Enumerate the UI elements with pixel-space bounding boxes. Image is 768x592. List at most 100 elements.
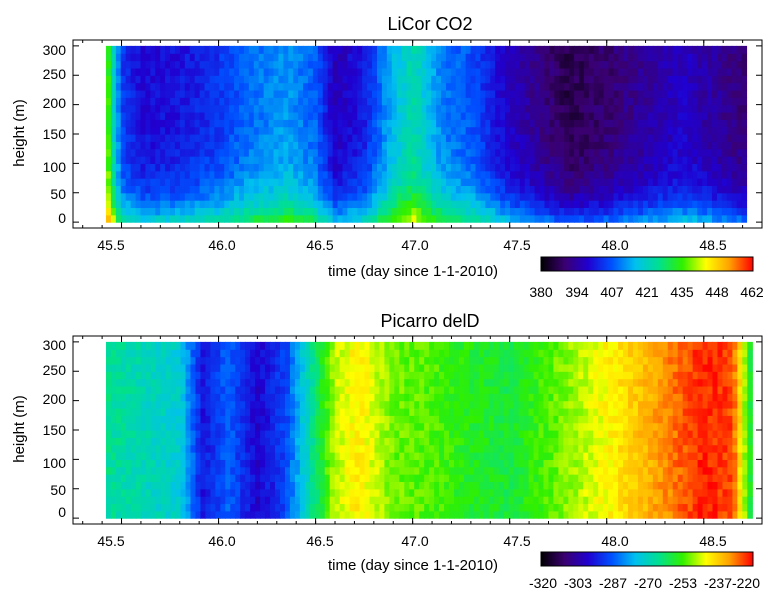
heatmap-cell bbox=[450, 148, 457, 157]
heatmap-cell bbox=[544, 163, 551, 172]
heatmap-cell bbox=[314, 466, 321, 475]
heatmap-cell bbox=[110, 97, 117, 106]
heatmap-cell bbox=[483, 415, 490, 424]
heatmap-cell bbox=[180, 341, 187, 350]
heatmap-cell bbox=[120, 214, 127, 223]
heatmap-cell bbox=[707, 60, 713, 69]
heatmap-cell bbox=[180, 437, 187, 446]
heatmap-cell bbox=[662, 111, 669, 120]
heatmap-cell bbox=[409, 488, 415, 497]
heatmap-cell bbox=[564, 141, 570, 150]
heatmap-cell bbox=[419, 378, 425, 387]
heatmap-cell bbox=[647, 89, 654, 98]
heatmap-cell bbox=[677, 53, 684, 62]
heatmap-cell bbox=[125, 466, 132, 475]
heatmap-cell bbox=[185, 356, 192, 365]
heatmap-cell bbox=[265, 430, 271, 438]
heatmap-cell bbox=[125, 178, 132, 186]
heatmap-cell bbox=[263, 134, 270, 142]
heatmap-cell bbox=[184, 178, 191, 186]
heatmap-cell bbox=[130, 192, 137, 201]
heatmap-cell bbox=[289, 378, 296, 387]
heatmap-cell bbox=[319, 341, 326, 350]
heatmap-cell bbox=[273, 141, 280, 150]
heatmap-cell bbox=[268, 178, 275, 186]
heatmap-cell bbox=[283, 97, 289, 106]
heatmap-cell bbox=[312, 67, 319, 76]
heatmap-cell bbox=[200, 400, 207, 409]
heatmap-cell bbox=[672, 178, 679, 186]
heatmap-cell bbox=[314, 400, 321, 409]
heatmap-cell bbox=[130, 163, 137, 172]
heatmap-cell bbox=[716, 148, 723, 157]
heatmap-cell bbox=[248, 97, 255, 106]
heatmap-cell bbox=[578, 104, 585, 113]
heatmap-cell bbox=[322, 134, 329, 142]
heatmap-cell bbox=[265, 488, 271, 497]
heatmap-cell bbox=[374, 481, 381, 490]
heatmap-cell bbox=[155, 430, 162, 438]
heatmap-cell bbox=[554, 200, 560, 209]
heatmap-cell bbox=[110, 214, 117, 223]
heatmap-cell bbox=[647, 141, 654, 150]
heatmap-cell bbox=[534, 148, 541, 157]
heatmap-cell bbox=[125, 378, 132, 387]
heatmap-cell bbox=[255, 430, 261, 438]
heatmap-cell bbox=[299, 437, 306, 446]
heatmap-cell bbox=[524, 207, 531, 216]
heatmap-cell bbox=[441, 134, 447, 142]
heatmap-cell bbox=[234, 75, 240, 84]
heatmap-cell bbox=[347, 53, 353, 62]
heatmap-cell bbox=[480, 170, 486, 179]
heatmap-cell bbox=[189, 200, 196, 209]
heatmap-cell bbox=[633, 60, 639, 69]
heatmap-cell bbox=[468, 393, 475, 402]
heatmap-cell bbox=[204, 119, 211, 128]
heatmap-cell bbox=[205, 466, 211, 475]
heatmap-cell bbox=[357, 53, 363, 62]
heatmap-cell bbox=[559, 214, 565, 223]
heatmap-cell bbox=[150, 67, 156, 76]
heatmap-cell bbox=[314, 349, 321, 358]
heatmap-cell bbox=[593, 185, 600, 194]
heatmap-cell bbox=[450, 82, 457, 91]
heatmap-cell bbox=[200, 363, 207, 372]
heatmap-cell bbox=[652, 82, 659, 91]
heatmap-cell bbox=[317, 207, 324, 216]
heatmap-cell bbox=[195, 363, 202, 372]
heatmap-cell bbox=[444, 378, 450, 387]
heatmap-cell bbox=[687, 163, 693, 172]
heatmap-cell bbox=[406, 156, 413, 164]
heatmap-cell bbox=[170, 496, 177, 505]
heatmap-cell bbox=[389, 481, 395, 490]
heatmap-cell bbox=[140, 67, 147, 76]
heatmap-cell bbox=[726, 104, 733, 113]
heatmap-cell bbox=[444, 349, 450, 358]
heatmap-cell bbox=[534, 200, 541, 209]
heatmap-cell bbox=[180, 430, 187, 438]
heatmap-cell bbox=[529, 104, 536, 113]
heatmap-cell bbox=[455, 214, 462, 223]
heatmap-cell bbox=[289, 363, 296, 372]
heatmap-cell bbox=[160, 75, 166, 84]
heatmap-cell bbox=[317, 178, 324, 186]
heatmap-cell bbox=[726, 89, 733, 98]
heatmap-cell bbox=[349, 378, 356, 387]
heatmap-cell bbox=[444, 444, 450, 453]
heatmap-cell bbox=[379, 452, 385, 460]
heatmap-cell bbox=[160, 163, 166, 172]
heatmap-cell bbox=[200, 356, 207, 365]
heatmap-cell bbox=[120, 385, 127, 394]
heatmap-cell bbox=[603, 178, 610, 186]
heatmap-cell bbox=[652, 148, 659, 157]
heatmap-cell bbox=[623, 185, 629, 194]
heatmap-cell bbox=[268, 82, 275, 91]
heatmap-cell bbox=[200, 452, 207, 460]
heatmap-cell bbox=[667, 207, 674, 216]
heatmap-cell bbox=[115, 214, 122, 223]
heatmap-cell bbox=[682, 67, 688, 76]
heatmap-cell bbox=[105, 385, 112, 394]
heatmap-cell bbox=[454, 415, 460, 424]
heatmap-cell bbox=[165, 415, 172, 424]
heatmap-cell bbox=[170, 349, 177, 358]
